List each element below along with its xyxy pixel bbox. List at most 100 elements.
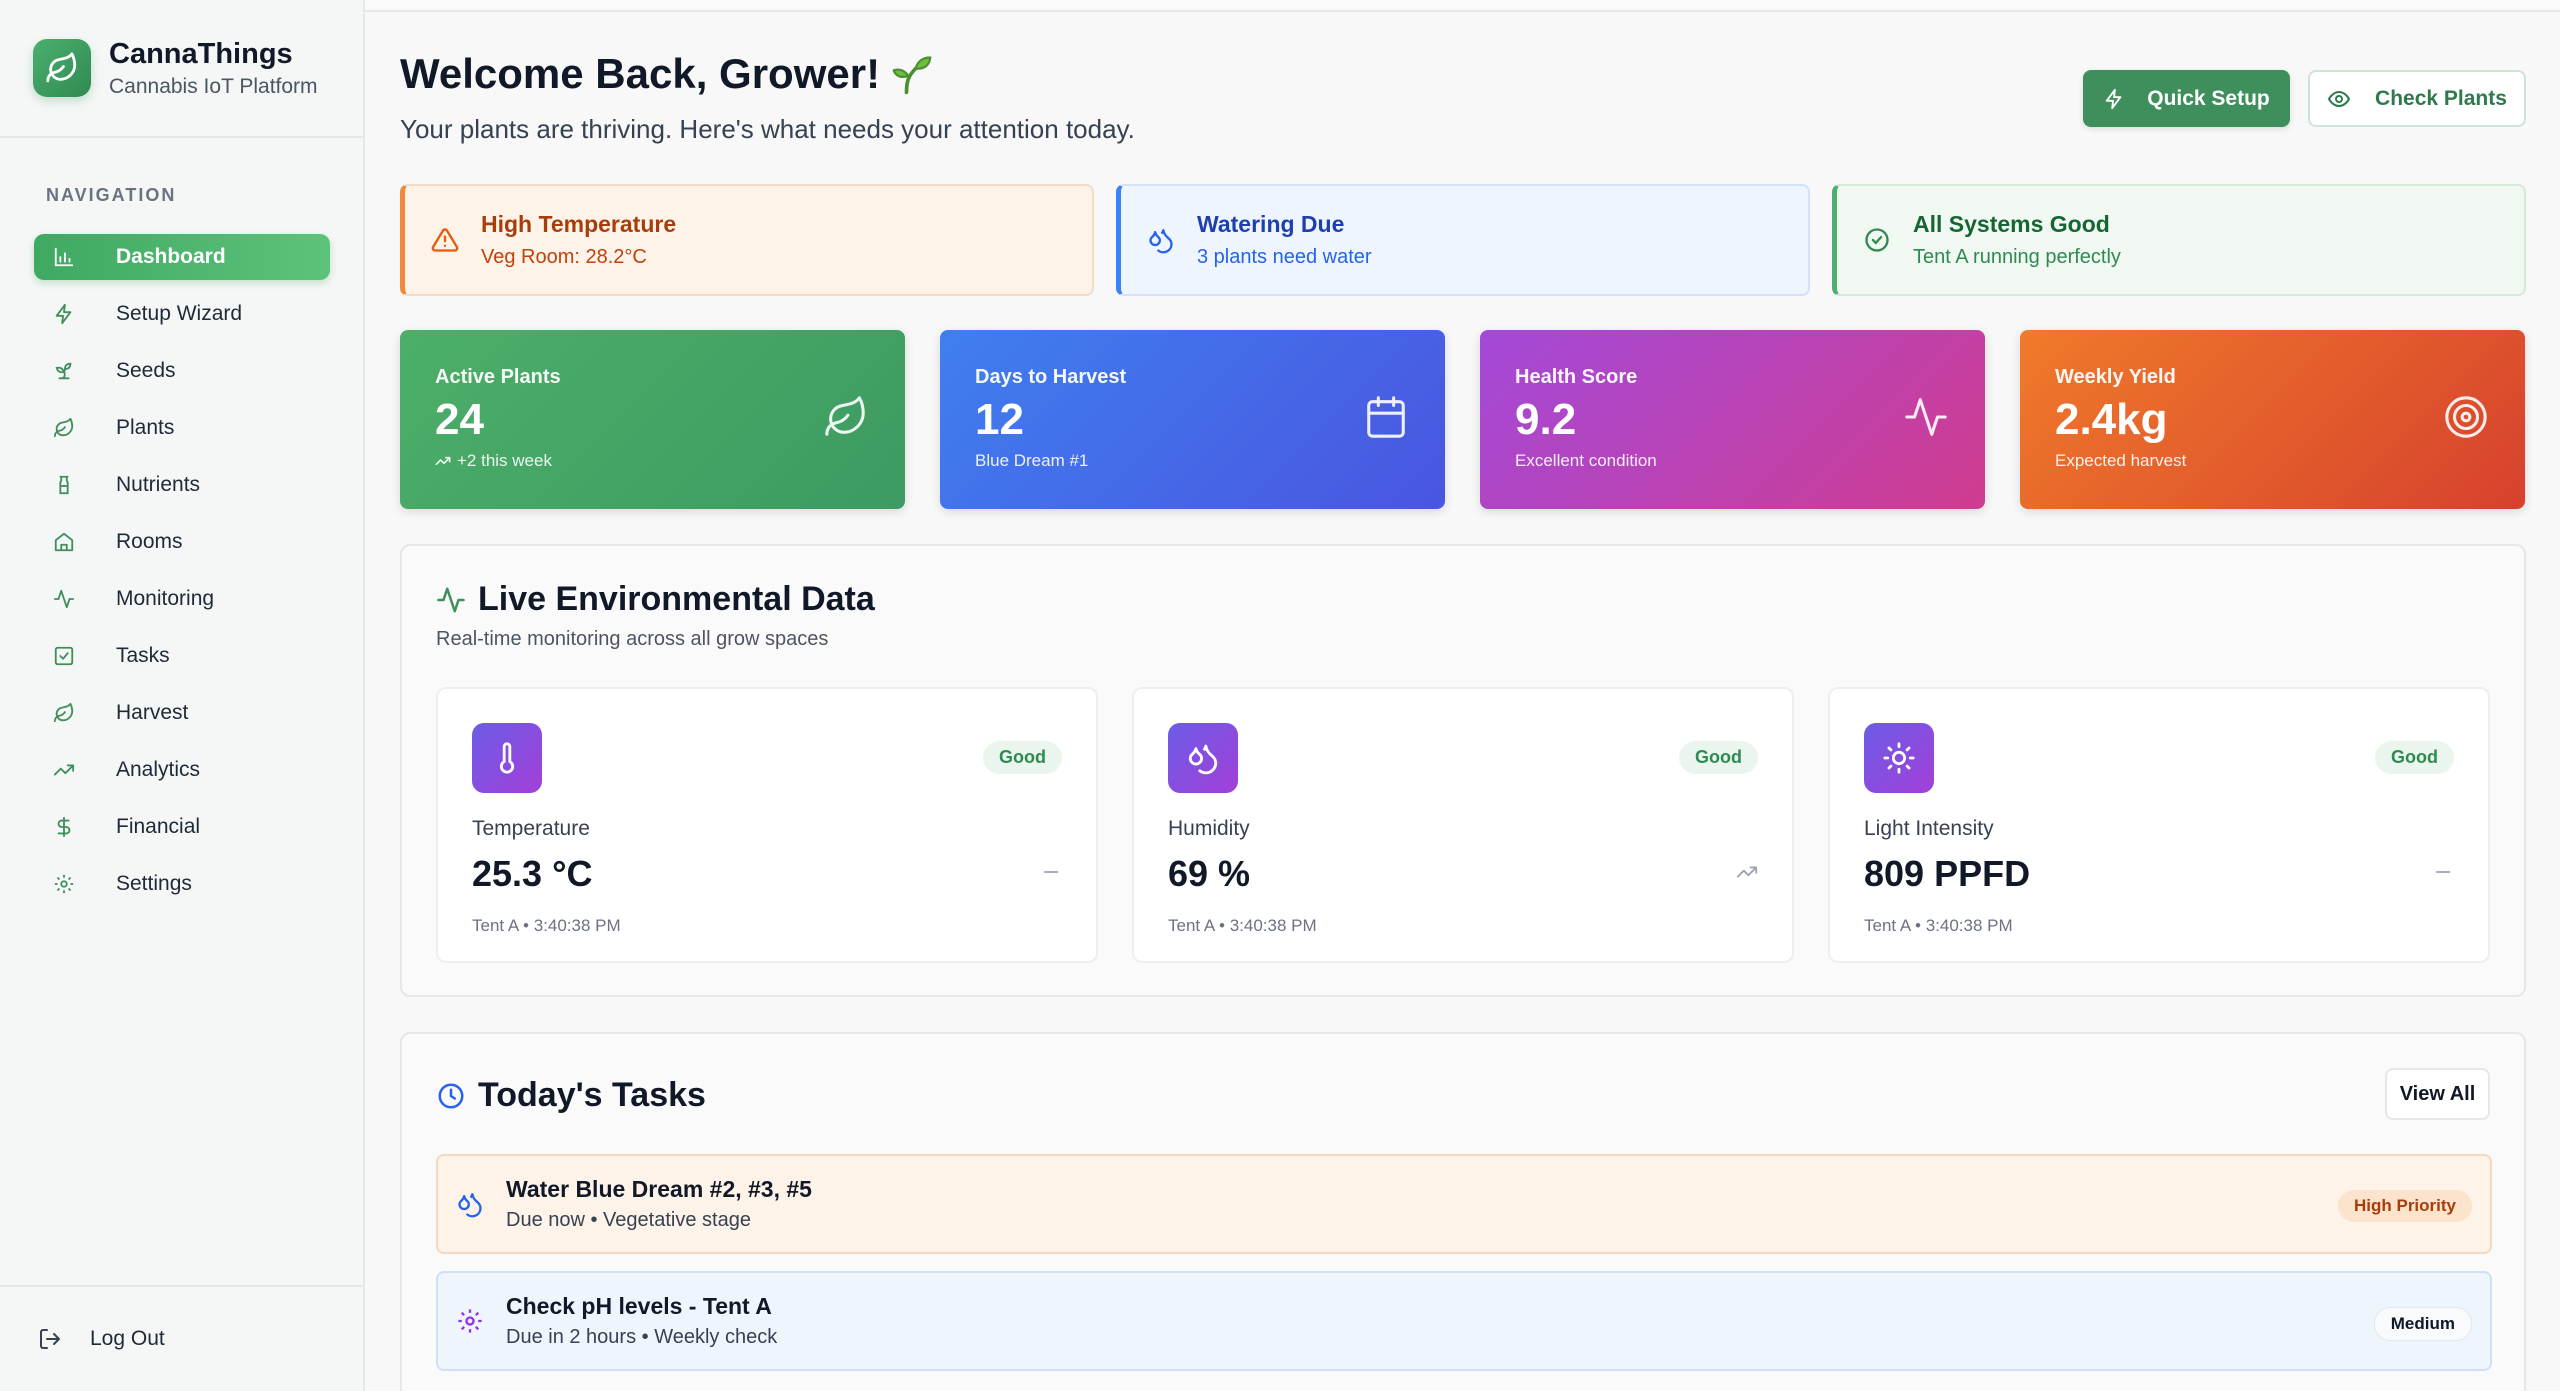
alert-subtitle: Veg Room: 28.2°C — [481, 246, 647, 268]
sidebar-item-nutrients[interactable]: Nutrients — [34, 462, 330, 508]
alert-subtitle: 3 plants need water — [1197, 246, 1372, 268]
bottle-icon — [50, 471, 78, 499]
sidebar-item-monitoring[interactable]: Monitoring — [34, 576, 330, 622]
stat-subtitle: Blue Dream #1 — [975, 451, 1089, 470]
metric-label: Temperature — [472, 817, 590, 840]
check-plants-button[interactable]: Check Plants — [2308, 70, 2526, 127]
logout-button[interactable]: Log Out — [0, 1285, 363, 1391]
alert-all-systems-good: All Systems Good Tent A running perfectl… — [1832, 184, 2526, 296]
clock-icon — [436, 1081, 466, 1111]
droplets-icon — [1147, 226, 1175, 254]
alert-high-temperature: High Temperature Veg Room: 28.2°C — [400, 184, 1094, 296]
task-title: Water Blue Dream #2, #3, #5 — [506, 1176, 812, 1202]
status-badge: Good — [2375, 741, 2454, 774]
sidebar-item-label: Financial — [116, 815, 201, 838]
quick-setup-label: Quick Setup — [2147, 86, 2270, 110]
sidebar-item-plants[interactable]: Plants — [34, 405, 330, 451]
section-title-text: Today's Tasks — [478, 1076, 706, 1114]
leaf-icon — [50, 414, 78, 442]
sidebar-item-label: Seeds — [116, 359, 176, 382]
minus-icon — [1040, 861, 1062, 883]
nav-heading: NAVIGATION — [46, 185, 177, 205]
stat-label: Health Score — [1515, 366, 1638, 388]
page-subtitle: Your plants are thriving. Here's what ne… — [400, 114, 1135, 144]
stat-value: 12 — [975, 395, 1024, 444]
sidebar-item-label: Harvest — [116, 701, 189, 724]
stat-card-days-to-harvest[interactable]: Days to Harvest 12 Blue Dream #1 — [940, 330, 1445, 509]
trending-up-icon — [435, 453, 451, 469]
sidebar-item-label: Nutrients — [116, 473, 201, 496]
environmental-data-panel: Live Environmental Data Real-time monito… — [400, 544, 2526, 997]
sidebar-item-setup-wizard[interactable]: Setup Wizard — [34, 291, 330, 337]
sidebar-nav: Dashboard Setup Wizard Seeds Plants Nutr… — [34, 234, 330, 918]
view-all-button[interactable]: View All — [2385, 1068, 2490, 1120]
stat-value: 24 — [435, 395, 484, 444]
sidebar-item-analytics[interactable]: Analytics — [34, 747, 330, 793]
stat-label: Weekly Yield — [2055, 366, 2176, 388]
sidebar-item-label: Plants — [116, 416, 175, 439]
stat-card-weekly-yield[interactable]: Weekly Yield 2.4kg Expected harvest — [2020, 330, 2525, 509]
droplets-icon — [456, 1190, 484, 1218]
metric-card-temperature[interactable]: Good Temperature 25.3 °C Tent A • 3:40:3… — [436, 687, 1098, 963]
metric-label: Light Intensity — [1864, 817, 1994, 840]
section-title-text: Live Environmental Data — [478, 580, 875, 618]
zap-icon — [2103, 88, 2125, 110]
quick-setup-button[interactable]: Quick Setup — [2083, 70, 2290, 127]
main-content: Welcome Back, Grower! Your plants are th… — [365, 0, 2560, 1391]
trending-up-icon — [50, 756, 78, 784]
home-icon — [50, 528, 78, 556]
leaf-icon — [33, 39, 91, 97]
priority-badge: Medium — [2373, 1307, 2472, 1341]
task-item[interactable]: Water Blue Dream #2, #3, #5 Due now • Ve… — [436, 1154, 2492, 1254]
sprout-icon — [50, 357, 78, 385]
check-circle-icon — [1863, 226, 1891, 254]
metric-location-time: Tent A • 3:40:38 PM — [1864, 916, 2013, 935]
task-subtitle: Due in 2 hours • Weekly check — [506, 1326, 778, 1348]
sidebar-item-harvest[interactable]: Harvest — [34, 690, 330, 736]
alert-title: All Systems Good — [1913, 211, 2110, 237]
priority-badge: High Priority — [2337, 1190, 2472, 1222]
section-subtitle: Real-time monitoring across all grow spa… — [436, 628, 829, 650]
sidebar-item-seeds[interactable]: Seeds — [34, 348, 330, 394]
metric-location-time: Tent A • 3:40:38 PM — [472, 916, 621, 935]
sidebar-item-financial[interactable]: Financial — [34, 804, 330, 850]
metric-card-humidity[interactable]: Good Humidity 69 % Tent A • 3:40:38 PM — [1132, 687, 1794, 963]
sidebar-item-dashboard[interactable]: Dashboard — [34, 234, 330, 280]
dollar-icon — [50, 813, 78, 841]
sidebar-item-label: Settings — [116, 872, 192, 895]
gear-icon — [456, 1307, 484, 1335]
sidebar-item-settings[interactable]: Settings — [34, 861, 330, 907]
sidebar-item-rooms[interactable]: Rooms — [34, 519, 330, 565]
sidebar-item-label: Monitoring — [116, 587, 215, 610]
alert-watering-due: Watering Due 3 plants need water — [1116, 184, 1810, 296]
metric-card-light-intensity[interactable]: Good Light Intensity 809 PPFD Tent A • 3… — [1828, 687, 2490, 963]
metric-label: Humidity — [1168, 817, 1250, 840]
gear-icon — [50, 870, 78, 898]
brand-subtitle: Cannabis IoT Platform — [109, 75, 318, 98]
section-title: Live Environmental Data — [436, 580, 875, 619]
sidebar-item-tasks[interactable]: Tasks — [34, 633, 330, 679]
status-badge: Good — [1679, 741, 1758, 774]
stat-card-health-score[interactable]: Health Score 9.2 Excellent condition — [1480, 330, 1985, 509]
stat-subtitle: +2 this week — [435, 451, 905, 471]
sprout-icon — [890, 52, 934, 96]
bar-chart-icon — [50, 243, 78, 271]
task-subtitle: Due now • Vegetative stage — [506, 1209, 751, 1231]
page-title: Welcome Back, Grower! — [400, 50, 934, 98]
alert-subtitle: Tent A running perfectly — [1913, 246, 2121, 268]
metric-value: 69 % — [1168, 853, 1251, 894]
sun-icon — [1864, 723, 1934, 793]
minus-icon — [2432, 861, 2454, 883]
task-item[interactable]: Check pH levels - Tent A Due in 2 hours … — [436, 1271, 2492, 1371]
metric-value: 809 PPFD — [1864, 853, 2031, 894]
stat-subtitle: Excellent condition — [1515, 451, 1657, 470]
stat-card-active-plants[interactable]: Active Plants 24 +2 this week — [400, 330, 905, 509]
leaf-icon — [823, 394, 869, 440]
brand-title: CannaThings — [109, 38, 293, 70]
sidebar: CannaThings Cannabis IoT Platform NAVIGA… — [0, 0, 365, 1391]
droplets-icon — [1168, 723, 1238, 793]
stat-value: 9.2 — [1515, 395, 1577, 444]
trending-up-icon — [1736, 861, 1758, 883]
sidebar-item-label: Analytics — [116, 758, 201, 781]
task-title: Check pH levels - Tent A — [506, 1293, 772, 1319]
